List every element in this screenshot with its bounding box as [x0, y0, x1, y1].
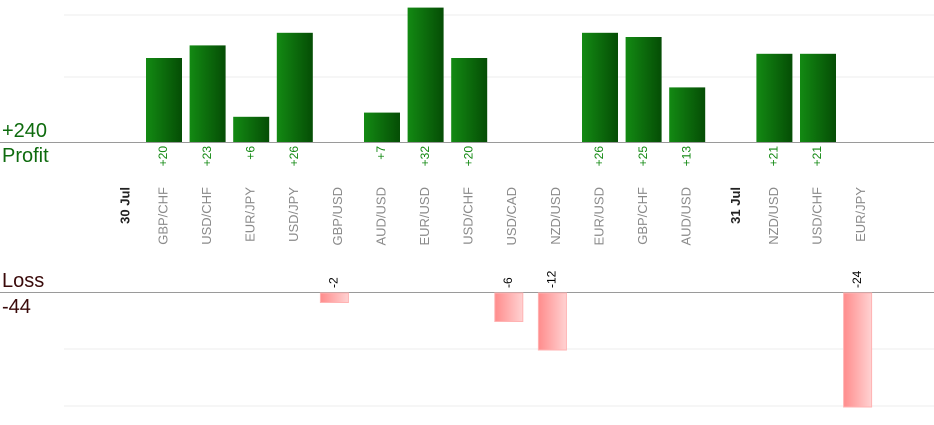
bar-value-label: +26 — [592, 146, 606, 167]
profit-bar — [451, 58, 488, 142]
pair-label: EUR/USD — [417, 187, 432, 246]
date-label: 31 Jul — [728, 187, 743, 224]
profit-bar — [364, 112, 400, 142]
loss-label: Loss — [2, 270, 45, 292]
pair-label: USD/CHF — [809, 187, 824, 245]
loss-total: -44 — [2, 296, 31, 318]
bar-value-label: +7 — [374, 146, 388, 160]
pair-label: USD/JPY — [286, 187, 301, 242]
bar-value-label: -6 — [501, 277, 515, 288]
loss-bar — [494, 292, 524, 322]
pair-label: NZD/USD — [766, 187, 781, 245]
bar-value-label: +32 — [418, 146, 432, 167]
pair-label: AUD/USD — [679, 187, 694, 246]
bar-value-label: -2 — [327, 277, 341, 288]
profit-bar — [582, 32, 618, 142]
pair-label: USD/CAD — [504, 187, 519, 246]
bar-value-label: +13 — [679, 146, 693, 167]
pair-label: USD/CHF — [461, 187, 476, 245]
bar-value-label: +23 — [200, 146, 214, 167]
pair-label: GBP/USD — [330, 187, 345, 246]
profit-bar — [276, 32, 313, 142]
pair-label: GBP/CHF — [635, 187, 650, 245]
pair-label: EUR/USD — [591, 187, 606, 246]
bar-value-label: +20 — [156, 146, 170, 167]
profit-bar — [625, 37, 662, 142]
loss-bar — [537, 292, 567, 351]
pair-label: EUR/JPY — [243, 187, 258, 242]
bar-value-label: +20 — [461, 146, 475, 167]
profit-bar — [756, 53, 793, 142]
bar-value-label: +26 — [287, 146, 301, 167]
bar-value-label: -12 — [545, 270, 559, 288]
profit-label: Profit — [2, 145, 49, 167]
bar-value-label: -24 — [850, 270, 864, 288]
pair-label: USD/CHF — [199, 187, 214, 245]
profit-bar — [189, 45, 226, 142]
bar-value-label: +6 — [243, 146, 257, 160]
pair-label: EUR/JPY — [853, 187, 868, 242]
profit-bar — [233, 116, 270, 142]
profit-total: +240 — [2, 120, 48, 142]
profit-bar — [669, 87, 706, 142]
profit-bar — [407, 7, 444, 142]
loss-bar — [319, 292, 349, 303]
loss-bar — [843, 292, 873, 408]
bar-value-label: +21 — [810, 146, 824, 167]
pair-label: GBP/CHF — [155, 187, 170, 245]
pair-label: AUD/USD — [373, 187, 388, 246]
bar-value-label: +21 — [767, 146, 781, 167]
date-label: 30 Jul — [117, 187, 132, 224]
bar-value-label: +25 — [636, 146, 650, 167]
pair-label: NZD/USD — [548, 187, 563, 245]
profit-bar — [146, 58, 182, 142]
profit-bar — [800, 53, 836, 142]
